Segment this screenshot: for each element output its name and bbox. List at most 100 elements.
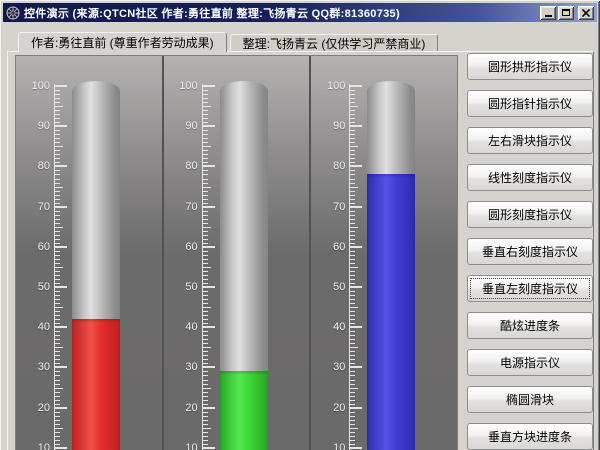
gauge-tick (202, 214, 208, 216)
gauge-tick (202, 399, 208, 401)
gauge-tick (350, 205, 363, 208)
gauge-tick (350, 270, 356, 272)
gauge-tick (202, 210, 208, 212)
gauge-tick (350, 186, 359, 188)
gauge-tick (350, 214, 356, 216)
gauge-tick (350, 165, 363, 168)
gauge-tick (55, 90, 60, 91)
gauge-tick (55, 299, 60, 301)
gauge-tick (55, 295, 60, 296)
btn-power-gauge[interactable]: 电源指示仪 (467, 349, 593, 376)
gauge-tick (55, 283, 60, 284)
gauge-tick (55, 102, 60, 104)
btn-vertical-left-scale-gauge[interactable]: 垂直左刻度指示仪 (467, 275, 593, 302)
btn-vertical-right-scale-gauge[interactable]: 垂直右刻度指示仪 (467, 238, 593, 265)
gauge-tick (202, 222, 208, 224)
gauge-tick (202, 375, 208, 377)
gauge-tick (350, 234, 356, 236)
gauge-tick (350, 158, 356, 160)
gauge-tick (55, 411, 60, 413)
gauge-tick (55, 238, 60, 240)
gauge-axis-line (54, 84, 55, 450)
gauge-tick (350, 331, 356, 333)
gauge-tick (55, 242, 60, 244)
btn-linear-scale-gauge[interactable]: 线性刻度指示仪 (467, 164, 593, 191)
gauge-tick (55, 98, 60, 100)
gauge-tick (350, 343, 356, 345)
gauge-tick (202, 242, 208, 244)
gauge-tick (350, 387, 359, 389)
gauge-tick-label: 50 (37, 281, 50, 293)
gauge-tick (55, 291, 60, 292)
gauge-tick-label: 70 (37, 200, 50, 213)
gauge-tick (55, 162, 60, 164)
gauge-tick (55, 186, 63, 188)
gauge-tick (55, 138, 60, 140)
gauge-tick (202, 194, 208, 196)
btn-vertical-block-progressbar[interactable]: 垂直方块进度条 (467, 423, 593, 450)
gauge-tick (350, 150, 356, 152)
tab-organizer[interactable]: 整理:飞扬青云 (仅供学习严禁商业) (229, 34, 439, 51)
gauge-tick (350, 114, 356, 116)
maximize-button[interactable] (558, 5, 574, 20)
gauge-tick (55, 443, 60, 445)
gauge-tick (55, 355, 60, 357)
gauge-tick-label: 60 (185, 240, 198, 253)
gauge-tick (55, 266, 63, 268)
gauge-tick (202, 266, 211, 268)
gauge-tick (55, 202, 60, 204)
gauge-tick (55, 85, 67, 87)
gauge-fill (367, 174, 416, 450)
gauge-tick (350, 363, 356, 365)
gauge-tick (350, 283, 356, 284)
gauge-tick (350, 339, 356, 341)
gauge-tick-label: 100 (326, 80, 346, 92)
gauge-fill (219, 371, 268, 450)
gauge-tick (350, 439, 356, 441)
gauge-tick (55, 371, 60, 373)
btn-circle-arch-gauge[interactable]: 圆形拱形指示仪 (467, 53, 593, 80)
gauge-tick (202, 279, 208, 280)
gauge-tick (202, 202, 208, 204)
gauge-tick (350, 85, 363, 87)
btn-cool-progressbar[interactable]: 酷炫进度条 (467, 312, 593, 339)
titlebar[interactable]: 控件演示 (来源:QTCN社区 作者:勇往直前 整理:飞扬青云 QQ群:8136… (3, 3, 597, 22)
btn-circle-scale-gauge[interactable]: 圆形刻度指示仪 (467, 201, 593, 228)
btn-ellipse-slider[interactable]: 椭圆滑块 (467, 386, 593, 413)
gauge-tick (55, 218, 60, 220)
gauge-tick (202, 262, 208, 264)
gauge-tick (202, 439, 208, 441)
gauge-tick (202, 351, 208, 353)
minimize-button[interactable] (540, 5, 556, 20)
gauge-tick (55, 110, 60, 112)
gauge-tick (202, 323, 208, 325)
gauge-tick (350, 359, 356, 361)
btn-circle-pointer-gauge[interactable]: 圆形指针指示仪 (467, 90, 593, 117)
gauge-tick (202, 130, 208, 132)
app-icon[interactable] (6, 6, 20, 20)
gauge-tick (350, 262, 356, 264)
gauge-tick (55, 307, 63, 309)
gauge-tick (350, 245, 363, 248)
btn-horizontal-slider-gauge[interactable]: 左右滑块指示仪 (467, 127, 593, 154)
gauge-tick (350, 146, 359, 148)
gauge-tick (55, 439, 60, 441)
tab-author[interactable]: 作者:勇往直前 (尊重作者劳动成果) (18, 32, 227, 52)
gauge-tick (202, 431, 208, 433)
gauge-tick (350, 351, 356, 353)
gauge-tick (350, 274, 356, 276)
gauge-tick (202, 98, 208, 100)
gauge-tick (350, 399, 356, 401)
gauge-tick-label: 20 (37, 401, 50, 414)
gauge-tick (350, 254, 356, 256)
gauge-tick (350, 90, 356, 91)
gauge-tick (55, 423, 60, 425)
close-button[interactable] (578, 5, 594, 20)
tab-bar: 作者:勇往直前 (尊重作者劳动成果) 整理:飞扬青云 (仅供学习严禁商业) (18, 32, 439, 52)
gauge-tick (202, 326, 215, 329)
gauge-tick (350, 106, 359, 108)
gauge-tick (202, 446, 215, 449)
gauge-tick (202, 106, 211, 108)
gauge-tick (202, 303, 208, 305)
